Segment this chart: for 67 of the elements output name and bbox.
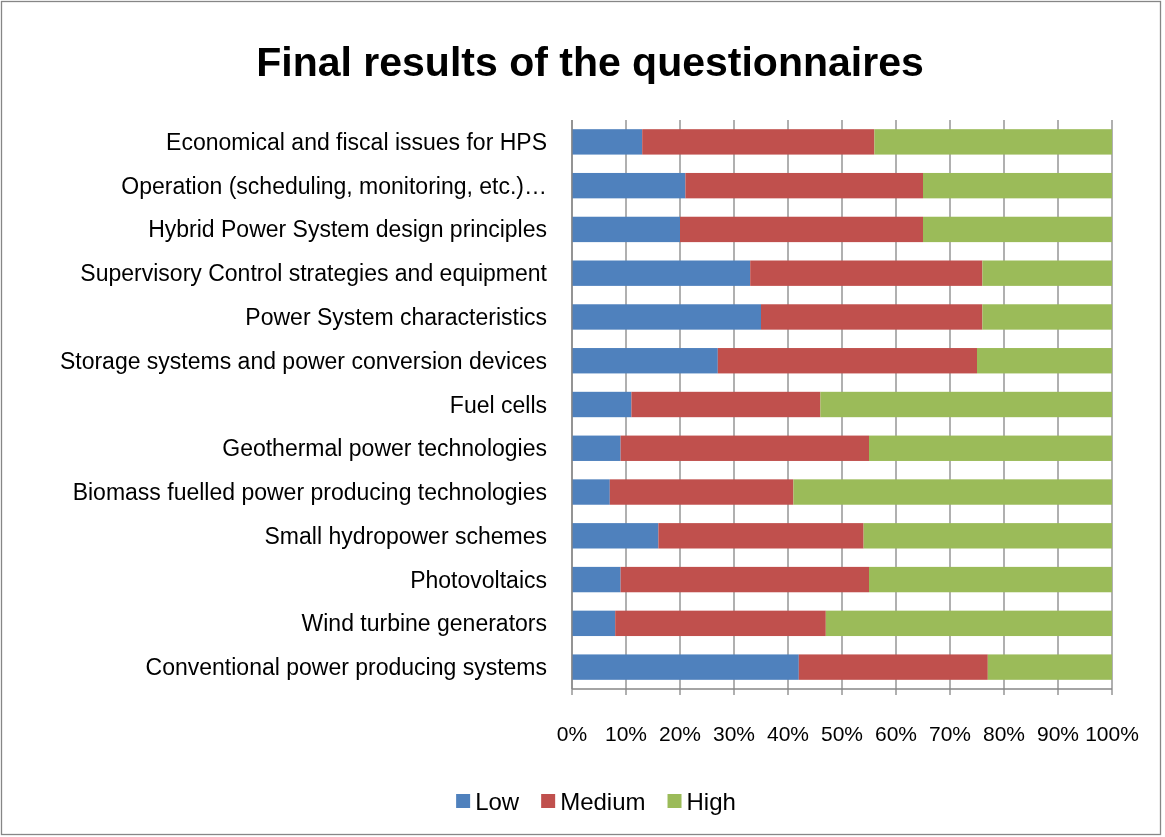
y-tick-label: Geothermal power technologies	[222, 435, 547, 462]
bar	[987, 654, 1112, 680]
legend-label: High	[686, 788, 736, 815]
bar	[869, 566, 1112, 593]
bar	[572, 523, 659, 549]
bar	[620, 435, 869, 461]
bar	[982, 260, 1112, 286]
bar	[572, 610, 616, 637]
bar	[572, 260, 751, 286]
y-tick-label: Conventional power producing systems	[145, 654, 547, 681]
x-tick-label: 40%	[766, 722, 810, 745]
x-tick-label: 50%	[820, 722, 864, 745]
bar	[923, 172, 1112, 199]
y-tick-label: Small hydropower schemes	[264, 522, 547, 549]
bar	[615, 610, 826, 637]
bar	[793, 479, 1112, 505]
bar	[572, 435, 621, 461]
y-tick-label: Power System characteristics	[245, 303, 547, 330]
bar	[761, 304, 983, 330]
bar	[825, 610, 1112, 637]
bar	[572, 654, 799, 680]
x-tick-label: 90%	[1036, 722, 1080, 745]
legend-label: Low	[475, 788, 520, 815]
bar	[572, 172, 686, 199]
y-tick-label: Biomass fuelled power producing technologies	[72, 479, 547, 506]
legend-label: Medium	[560, 788, 646, 815]
y-tick-label: Fuel cells	[449, 391, 547, 418]
x-tick-label: 70%	[928, 722, 972, 745]
bar	[572, 566, 621, 593]
x-tick-label: 0%	[556, 722, 588, 745]
bar	[572, 129, 643, 155]
bar	[572, 304, 761, 330]
y-tick-label: Operation (scheduling, monitoring, etc.)…	[121, 172, 547, 199]
chart-title: Final results of the questionnaires	[256, 39, 924, 85]
bar	[609, 479, 794, 505]
bar	[798, 654, 988, 680]
bar	[982, 304, 1112, 330]
bar	[820, 391, 1112, 418]
y-tick-label: Photovoltaics	[410, 566, 547, 593]
bar	[863, 523, 1112, 549]
bar	[750, 260, 983, 286]
x-tick-label: 60%	[874, 722, 918, 745]
bar	[572, 479, 610, 505]
x-tick-label: 30%	[712, 722, 756, 745]
bar	[572, 391, 632, 418]
bar	[923, 216, 1112, 243]
bar	[717, 348, 977, 374]
y-tick-label: Supervisory Control strategies and equipment	[80, 260, 548, 287]
bar	[680, 216, 923, 243]
y-tick-label: Wind turbine generators	[301, 610, 547, 637]
bar	[874, 129, 1112, 155]
x-tick-label: 80%	[982, 722, 1026, 745]
bar	[620, 566, 869, 593]
bar	[869, 435, 1112, 461]
bar	[631, 391, 821, 418]
bar	[572, 216, 680, 243]
bar	[642, 129, 875, 155]
bar	[685, 172, 923, 199]
y-tick-label: Economical and fiscal issues for HPS	[166, 128, 547, 155]
y-tick-label: Storage systems and power conversion devices	[59, 347, 547, 374]
x-tick-label: 100%	[1085, 722, 1139, 745]
bar	[977, 348, 1112, 374]
x-tick-label: 10%	[604, 722, 648, 745]
y-tick-label: Hybrid Power System design principles	[148, 216, 547, 243]
bar	[572, 348, 718, 374]
x-tick-label: 20%	[658, 722, 702, 745]
bar	[658, 523, 864, 549]
